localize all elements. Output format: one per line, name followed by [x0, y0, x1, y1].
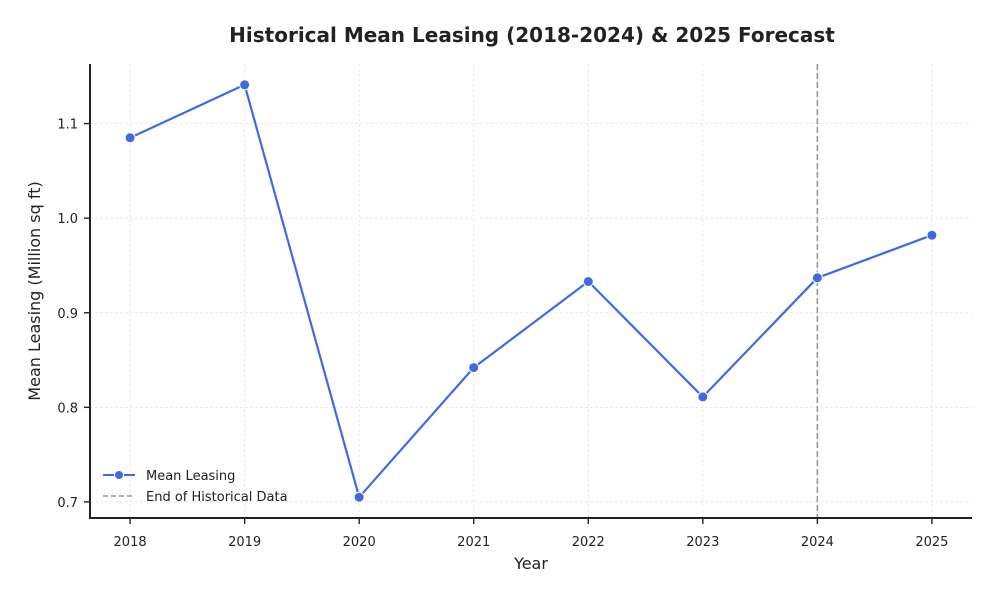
x-tick-label-2019: 2019 — [228, 535, 261, 550]
data-point-2021 — [468, 362, 480, 374]
x-tick-label-2018: 2018 — [114, 535, 147, 550]
y-tick-label-0.8: 0.8 — [57, 401, 78, 416]
grid — [90, 64, 972, 518]
series-line-mean-leasing — [129, 83, 933, 499]
y-tick-label-1.1: 1.1 — [57, 118, 78, 133]
legend-marker-mean-leasing — [114, 470, 124, 480]
data-point-2025 — [926, 229, 938, 241]
x-tick-label-2022: 2022 — [572, 535, 605, 550]
y-tick-label-0.7: 0.7 — [57, 496, 78, 511]
axes — [89, 64, 972, 519]
x-tick-label-2023: 2023 — [686, 535, 719, 550]
y-axis-label: Mean Leasing (Million sq ft) — [25, 181, 44, 400]
y-tick-label-1.0: 1.0 — [57, 212, 78, 227]
x-tick-label-2024: 2024 — [801, 535, 834, 550]
x-tick-label-2020: 2020 — [343, 535, 376, 550]
x-tick-label-2021: 2021 — [457, 535, 490, 550]
x-axis-label: Year — [513, 554, 548, 573]
data-point-2020 — [353, 491, 365, 503]
legend-label-end-of-historical-data: End of Historical Data — [146, 490, 288, 505]
data-point-2024 — [811, 272, 823, 284]
y-tick-label-0.9: 0.9 — [57, 307, 78, 322]
data-point-2023 — [697, 391, 709, 403]
chart-title: Historical Mean Leasing (2018-2024) & 20… — [229, 23, 835, 47]
data-point-2022 — [582, 276, 594, 288]
legend-label-mean-leasing: Mean Leasing — [146, 469, 235, 484]
legend: Mean Leasing End of Historical Data — [103, 469, 288, 505]
tick-labels: 2018 2019 2020 2021 2022 2023 2024 2025 0.7 0.8 0.… — [57, 118, 948, 550]
data-point-2019 — [239, 79, 251, 91]
x-tick-label-2025: 2025 — [915, 535, 948, 550]
data-point-2018 — [124, 132, 136, 144]
series-layer — [124, 79, 938, 503]
